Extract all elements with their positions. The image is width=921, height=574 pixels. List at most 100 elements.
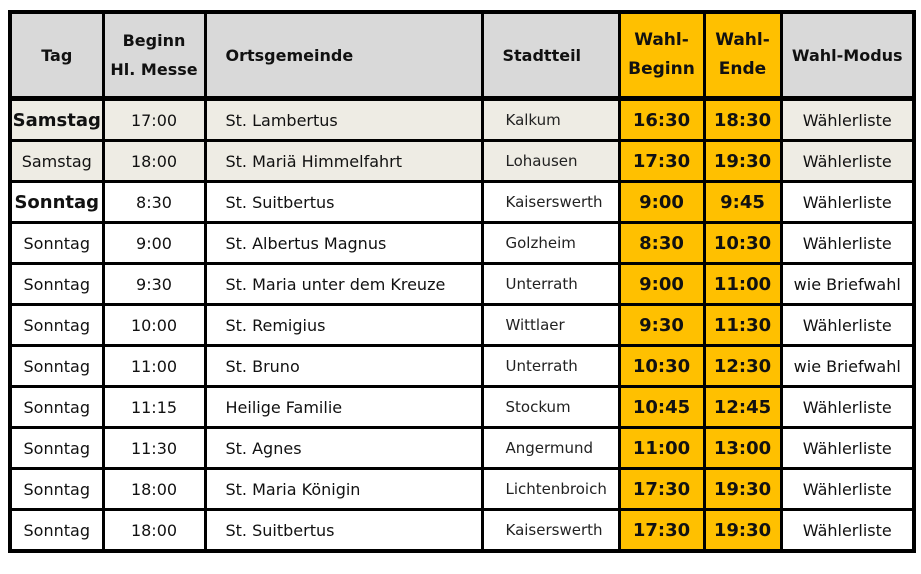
cell-wahl-beginn: 17:30 [617,508,706,553]
cell-stadtteil: Stockum [480,385,621,429]
cell-wahl-modus: Wählerliste [779,180,916,224]
cell-ortsgemeinde: St. Lambertus [203,97,484,142]
cell-beginn: 9:00 [101,221,207,265]
header-ortsgemeinde: Ortsgemeinde [203,10,484,101]
cell-tag: Samstag [8,139,105,183]
cell-wahl-beginn: 10:30 [617,344,706,388]
header-ortsgemeinde-label: Ortsgemeinde [225,45,354,65]
header-stadtteil-label: Stadtteil [502,45,582,65]
cell-ortsgemeinde: St. Agnes [203,426,484,470]
cell-beginn: 11:00 [101,344,207,388]
header-wahl-modus-label: Wahl-Modus [791,45,903,65]
cell-wahl-beginn: 9:30 [617,303,706,347]
cell-wahl-beginn: 9:00 [617,262,706,306]
cell-ortsgemeinde: St. Bruno [203,344,484,388]
table-row: Sonntag 9:00 St. Albertus Magnus Golzhei… [8,221,916,265]
table-row: Sonntag 8:30 St. Suitbertus Kaiserswerth… [8,180,916,224]
cell-wahl-modus: Wählerliste [779,467,916,511]
table-row: Samstag 18:00 St. Mariä Himmelfahrt Loha… [8,139,916,183]
cell-ortsgemeinde: St. Suitbertus [203,508,484,553]
cell-tag: Sonntag [8,508,105,553]
header-beginn-line2: Hl. Messe [110,60,198,79]
cell-ortsgemeinde: St. Suitbertus [203,180,484,224]
cell-tag: Sonntag [8,344,105,388]
cell-wahl-modus: Wählerliste [779,426,916,470]
cell-tag: Sonntag [8,426,105,470]
cell-wahl-modus: Wählerliste [779,139,916,183]
cell-stadtteil: Kalkum [480,97,621,142]
header-wahl-ende-line2: Ende [718,59,767,79]
cell-stadtteil: Angermund [480,426,621,470]
cell-wahl-beginn: 16:30 [617,97,706,142]
cell-beginn: 11:30 [101,426,207,470]
table-row: Sonntag 18:00 St. Suitbertus Kaiserswert… [8,508,916,553]
cell-beginn: 18:00 [101,508,207,553]
header-wahl-beginn-line1: Wahl- [634,30,689,50]
header-tag: Tag [8,10,105,101]
cell-wahl-ende: 11:00 [702,262,783,306]
cell-stadtteil: Unterrath [480,344,621,388]
cell-stadtteil: Unterrath [480,262,621,306]
cell-wahl-modus: Wählerliste [779,303,916,347]
cell-wahl-modus: wie Briefwahl [779,262,916,306]
header-wahl-ende-line1: Wahl- [715,30,770,50]
cell-wahl-ende: 12:45 [702,385,783,429]
table-row: Sonntag 11:15 Heilige Familie Stockum 10… [8,385,916,429]
cell-wahl-beginn: 8:30 [617,221,706,265]
cell-stadtteil: Kaiserswerth [480,508,621,553]
cell-ortsgemeinde: St. Remigius [203,303,484,347]
election-schedule-table: Tag Beginn Hl. Messe Ortsgemeinde Stadtt… [8,10,916,553]
cell-wahl-modus: Wählerliste [779,97,916,142]
cell-tag: Sonntag [8,180,105,224]
header-wahl-modus: Wahl-Modus [779,10,916,101]
cell-beginn: 11:15 [101,385,207,429]
cell-wahl-ende: 9:45 [702,180,783,224]
cell-stadtteil: Wittlaer [480,303,621,347]
cell-beginn: 10:00 [101,303,207,347]
cell-wahl-beginn: 11:00 [617,426,706,470]
cell-wahl-modus: Wählerliste [779,385,916,429]
cell-stadtteil: Lichtenbroich [480,467,621,511]
schedule-table-container: Tag Beginn Hl. Messe Ortsgemeinde Stadtt… [8,10,916,553]
cell-wahl-ende: 19:30 [702,139,783,183]
cell-wahl-beginn: 17:30 [617,139,706,183]
cell-wahl-ende: 19:30 [702,467,783,511]
table-row: Sonntag 9:30 St. Maria unter dem Kreuze … [8,262,916,306]
cell-tag: Sonntag [8,221,105,265]
cell-ortsgemeinde: Heilige Familie [203,385,484,429]
cell-wahl-ende: 11:30 [702,303,783,347]
cell-beginn: 18:00 [101,467,207,511]
cell-wahl-beginn: 10:45 [617,385,706,429]
cell-tag: Sonntag [8,303,105,347]
cell-wahl-modus: Wählerliste [779,221,916,265]
table-row: Sonntag 11:30 St. Agnes Angermund 11:00 … [8,426,916,470]
table-row: Sonntag 18:00 St. Maria Königin Lichtenb… [8,467,916,511]
table-row: Sonntag 11:00 St. Bruno Unterrath 10:30 … [8,344,916,388]
header-wahl-beginn-line2: Beginn [628,59,695,79]
cell-wahl-modus: Wählerliste [779,508,916,553]
cell-beginn: 18:00 [101,139,207,183]
cell-ortsgemeinde: St. Albertus Magnus [203,221,484,265]
cell-tag: Sonntag [8,467,105,511]
cell-stadtteil: Golzheim [480,221,621,265]
cell-stadtteil: Kaiserswerth [480,180,621,224]
header-beginn-line1: Beginn [122,31,186,50]
header-stadtteil: Stadtteil [480,10,621,101]
cell-wahl-ende: 19:30 [702,508,783,553]
cell-wahl-beginn: 9:00 [617,180,706,224]
cell-wahl-ende: 13:00 [702,426,783,470]
cell-beginn: 17:00 [101,97,207,142]
cell-tag: Samstag [8,97,105,142]
cell-tag: Sonntag [8,262,105,306]
table-row: Sonntag 10:00 St. Remigius Wittlaer 9:30… [8,303,916,347]
cell-beginn: 9:30 [101,262,207,306]
cell-ortsgemeinde: St. Maria unter dem Kreuze [203,262,484,306]
cell-ortsgemeinde: St. Mariä Himmelfahrt [203,139,484,183]
cell-wahl-ende: 12:30 [702,344,783,388]
cell-wahl-beginn: 17:30 [617,467,706,511]
cell-wahl-ende: 10:30 [702,221,783,265]
header-wahl-ende: Wahl- Ende [702,10,783,101]
cell-ortsgemeinde: St. Maria Königin [203,467,484,511]
cell-stadtteil: Lohausen [480,139,621,183]
header-row: Tag Beginn Hl. Messe Ortsgemeinde Stadtt… [8,10,916,101]
